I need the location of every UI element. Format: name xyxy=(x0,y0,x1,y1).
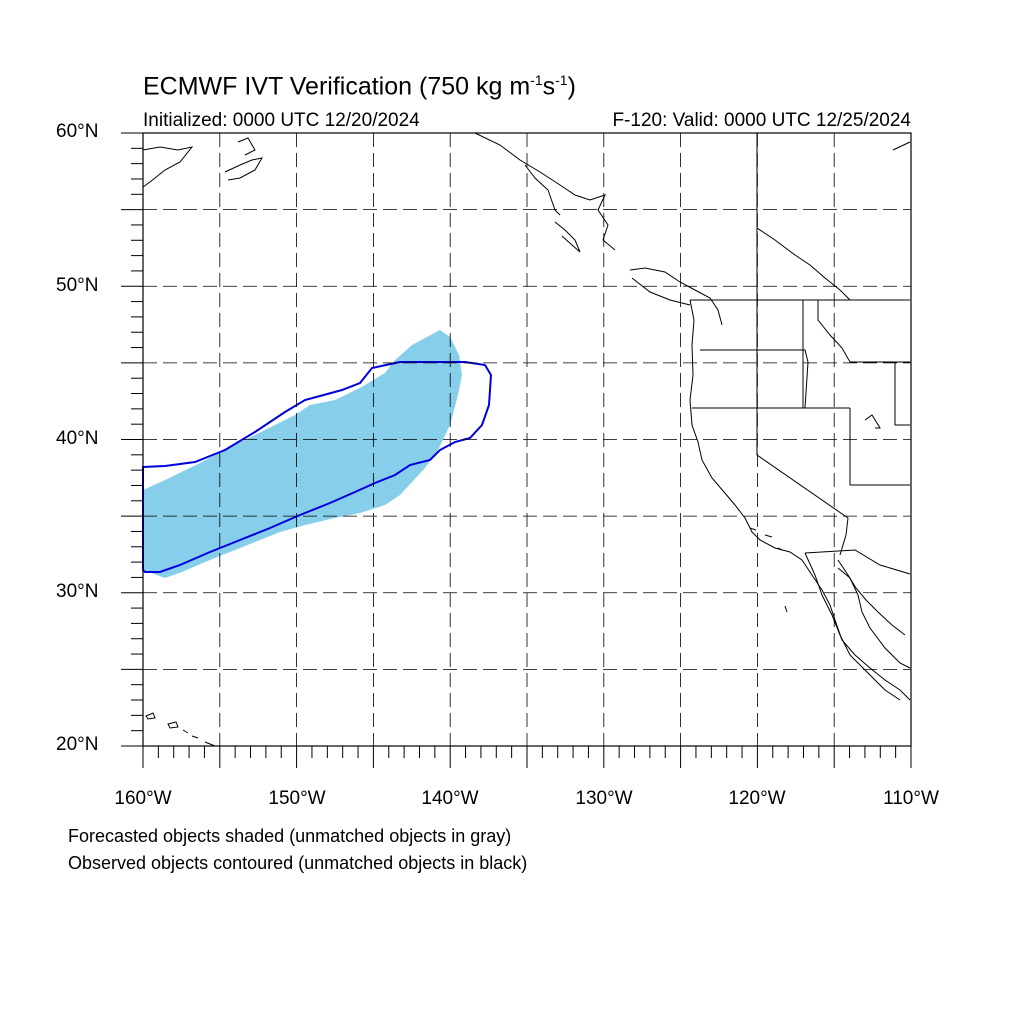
title-main: ECMWF IVT Verification (750 kg m xyxy=(143,72,531,101)
title-exponent-1: -1 xyxy=(530,72,543,88)
lat-label-30n: 30°N xyxy=(56,581,99,602)
lon-label-110w: 110°W xyxy=(883,788,939,809)
lat-label-40n: 40°N xyxy=(56,428,99,449)
lon-label-140w: 140°W xyxy=(421,788,479,809)
state-boundaries xyxy=(690,133,911,575)
lon-label-150w: 150°W xyxy=(268,788,326,809)
title-exponent-2: -1 xyxy=(555,72,568,88)
coastlines xyxy=(142,132,911,747)
lat-label-60n: 60°N xyxy=(56,121,99,142)
observed-caption: Observed objects contoured (unmatched ob… xyxy=(68,853,528,873)
title-mid: s xyxy=(542,72,556,101)
lat-label-20n: 20°N xyxy=(56,734,99,755)
map-frame xyxy=(142,132,912,747)
chart-title: ECMWF IVT Verification (750 kg m-1s-1) xyxy=(143,72,576,101)
observed-object-contour xyxy=(142,361,493,573)
lat-label-50n: 50°N xyxy=(56,275,99,296)
forecast-caption: Forecasted objects shaded (unmatched obj… xyxy=(68,826,512,846)
forecast-object xyxy=(143,330,462,578)
title-end: ) xyxy=(567,72,576,101)
valid-time: F-120: Valid: 0000 UTC 12/25/2024 xyxy=(612,110,911,131)
axis-ticks xyxy=(121,132,912,768)
lon-label-160w: 160°W xyxy=(114,788,172,809)
initialized-time: Initialized: 0000 UTC 12/20/2024 xyxy=(143,110,420,131)
gridlines xyxy=(143,133,911,746)
lon-label-120w: 120°W xyxy=(728,788,786,809)
lon-label-130w: 130°W xyxy=(575,788,633,809)
